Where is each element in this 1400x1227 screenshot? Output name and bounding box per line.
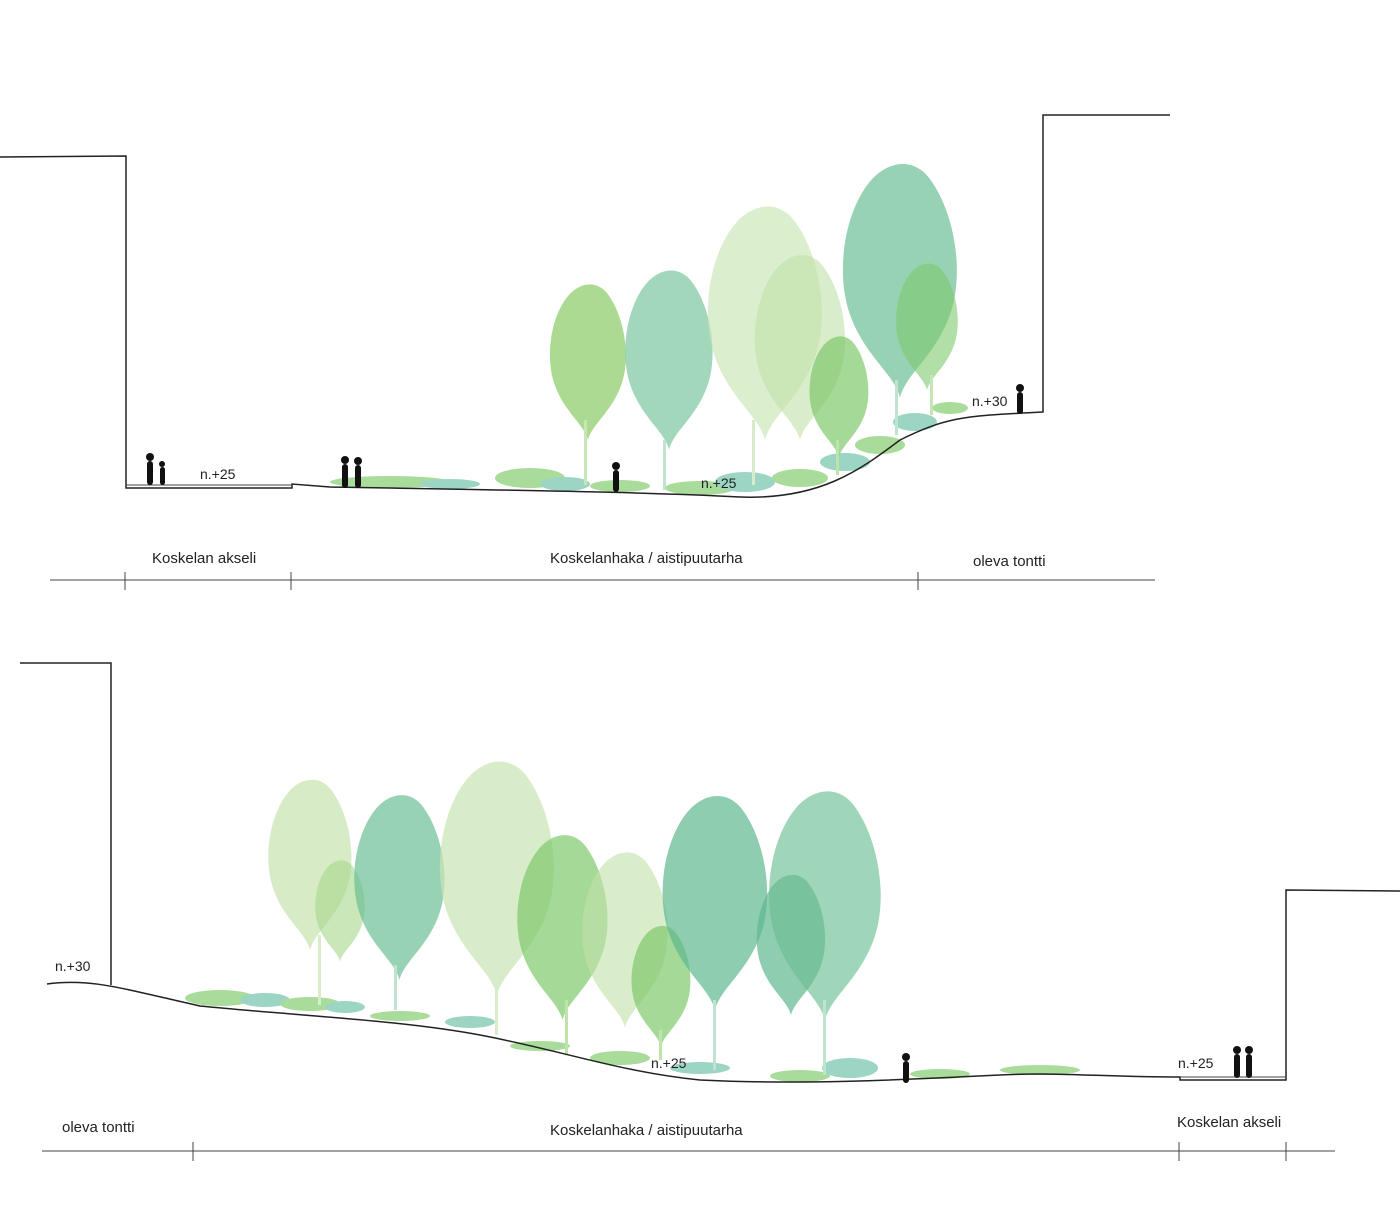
ground-vegetation-top <box>330 402 968 495</box>
section-bottom: n.+30 n.+25 n.+25 oleva tontti Koskelanh… <box>20 662 1400 1161</box>
person-figure-icon <box>1016 384 1024 414</box>
person-figure-icon <box>146 453 154 485</box>
person-figure-icon <box>1233 1046 1241 1078</box>
elevation-label: n.+25 <box>200 466 236 482</box>
people-top <box>146 384 1024 492</box>
zone-divider-line <box>42 1142 1335 1161</box>
section-top: n.+25 n.+25 n.+30 Koskelan akseli Koskel… <box>0 114 1170 590</box>
trees-top <box>549 164 958 490</box>
person-figure-icon <box>341 456 349 488</box>
zone-label: oleva tontti <box>62 1119 135 1136</box>
elevation-label: n.+30 <box>972 393 1008 409</box>
trees-bottom <box>268 761 881 1075</box>
zone-label: Koskelan akseli <box>1177 1114 1281 1131</box>
person-figure-icon <box>159 461 165 485</box>
person-figure-icon <box>1245 1046 1253 1078</box>
elevation-label: n.+25 <box>1178 1055 1214 1071</box>
terrain-line-top <box>0 114 1170 498</box>
person-figure-icon <box>354 457 362 488</box>
zone-label: Koskelan akseli <box>152 550 256 567</box>
people-bottom <box>902 1046 1253 1083</box>
terrain-line-bottom <box>20 662 1400 1083</box>
zone-label: oleva tontti <box>973 553 1046 570</box>
person-figure-icon <box>612 462 620 492</box>
zone-label: Koskelanhaka / aistipuutarha <box>550 550 743 567</box>
zone-divider-line <box>50 572 1155 590</box>
person-figure-icon <box>902 1053 910 1083</box>
elevation-label: n.+25 <box>701 475 737 491</box>
zone-label: Koskelanhaka / aistipuutarha <box>550 1122 743 1139</box>
elevation-label: n.+25 <box>651 1055 687 1071</box>
elevation-label: n.+30 <box>55 958 91 974</box>
